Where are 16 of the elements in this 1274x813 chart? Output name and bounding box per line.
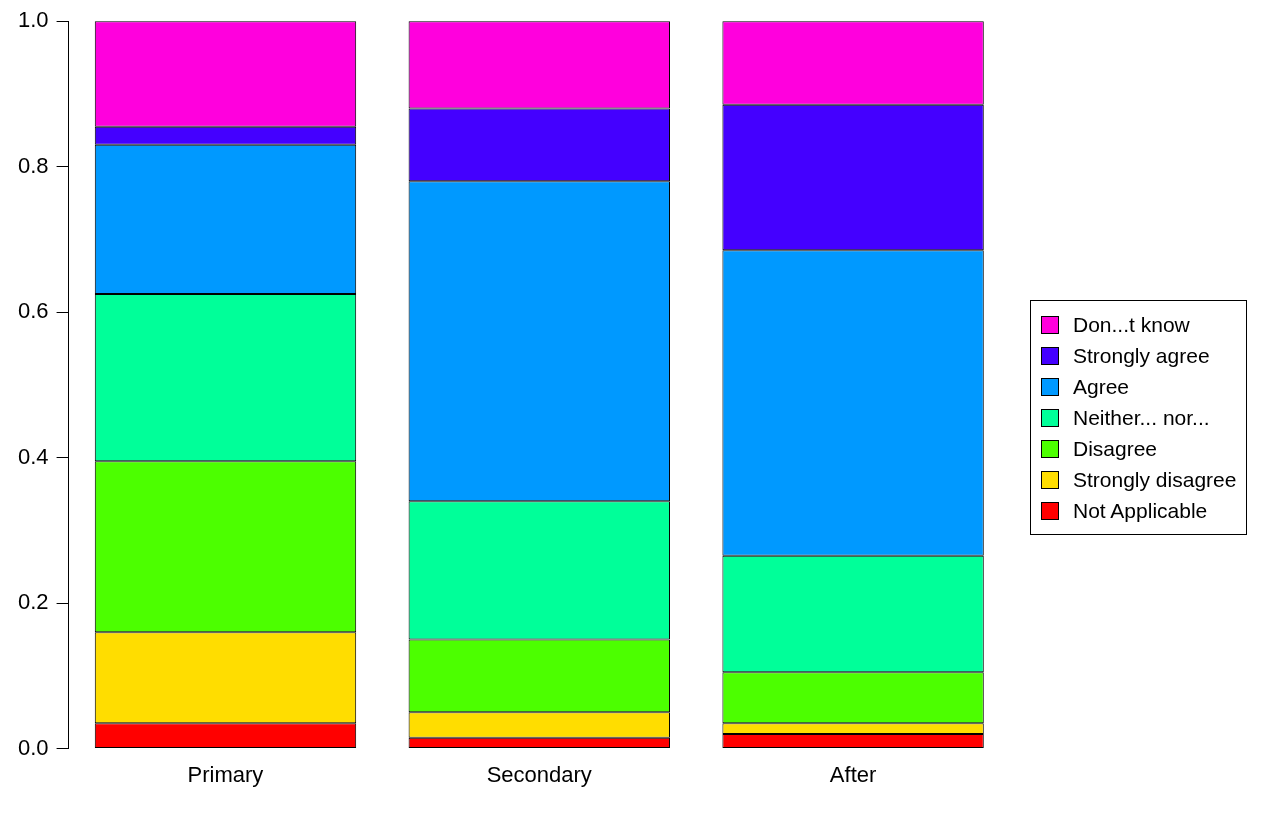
y-tick-label: 0.8 [17,152,49,178]
y-tick-label: 0.6 [17,298,49,324]
legend-label: Neither... nor... [1073,405,1210,430]
x-tick-label: Secondary [486,761,592,787]
y-tick-label: 1.0 [17,7,49,33]
legend-label: Don...t know [1073,312,1190,337]
y-tick-label: 0.2 [17,589,49,615]
legend-label: Not Applicable [1073,498,1208,523]
legend-label: Strongly agree [1073,343,1210,368]
x-tick-label: Primary [187,761,264,787]
x-tick-label: After [829,761,877,787]
y-tick-label: 0.4 [17,443,49,469]
legend-label: Disagree [1073,436,1158,461]
y-tick-label: 0.0 [17,734,49,760]
legend-label: Strongly disagree [1073,467,1237,492]
text: Agree [1073,374,1130,399]
